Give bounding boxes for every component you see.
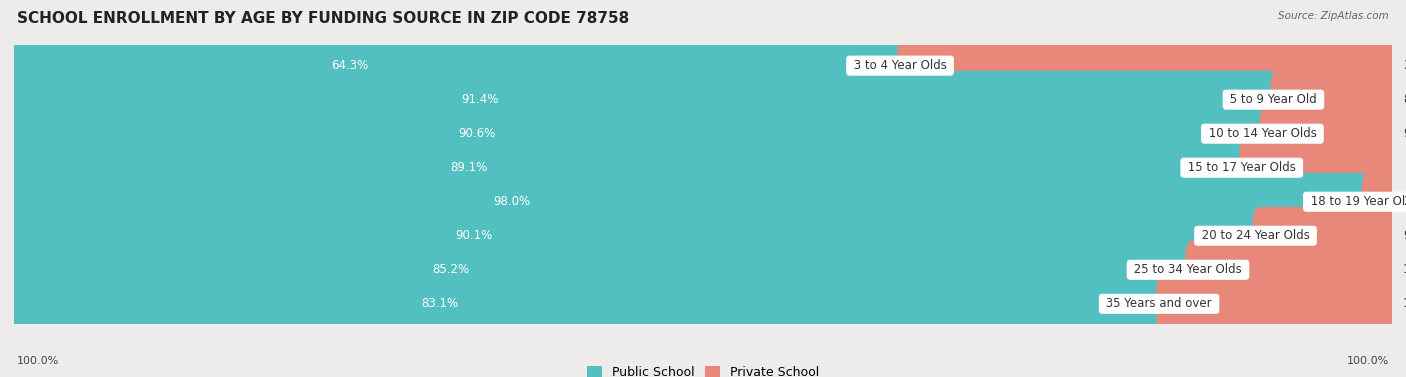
Text: 9.4%: 9.4%: [1403, 127, 1406, 140]
FancyBboxPatch shape: [1185, 241, 1395, 299]
Text: 89.1%: 89.1%: [451, 161, 488, 174]
FancyBboxPatch shape: [11, 71, 1277, 129]
Text: 2.0%: 2.0%: [1403, 195, 1406, 208]
Text: 25 to 34 Year Olds: 25 to 34 Year Olds: [1130, 263, 1246, 276]
Text: 35 Years and over: 35 Years and over: [1102, 297, 1216, 310]
Text: Source: ZipAtlas.com: Source: ZipAtlas.com: [1278, 11, 1389, 21]
Text: 35.7%: 35.7%: [1403, 59, 1406, 72]
Text: 18 to 19 Year Olds: 18 to 19 Year Olds: [1306, 195, 1406, 208]
Text: 100.0%: 100.0%: [1347, 356, 1389, 366]
Text: 83.1%: 83.1%: [422, 297, 458, 310]
Text: 91.4%: 91.4%: [461, 93, 499, 106]
Text: 15 to 17 Year Olds: 15 to 17 Year Olds: [1184, 161, 1299, 174]
FancyBboxPatch shape: [7, 126, 1399, 210]
FancyBboxPatch shape: [11, 37, 903, 95]
Text: 11.0%: 11.0%: [1405, 161, 1406, 174]
FancyBboxPatch shape: [11, 139, 1244, 197]
Text: 8.6%: 8.6%: [1403, 93, 1406, 106]
Text: 5 to 9 Year Old: 5 to 9 Year Old: [1226, 93, 1320, 106]
FancyBboxPatch shape: [897, 37, 1395, 95]
FancyBboxPatch shape: [7, 92, 1399, 176]
FancyBboxPatch shape: [1156, 275, 1395, 333]
FancyBboxPatch shape: [1253, 207, 1395, 265]
FancyBboxPatch shape: [1361, 173, 1395, 231]
FancyBboxPatch shape: [7, 58, 1399, 141]
FancyBboxPatch shape: [11, 275, 1161, 333]
FancyBboxPatch shape: [7, 228, 1399, 312]
FancyBboxPatch shape: [11, 105, 1265, 162]
Text: 3 to 4 Year Olds: 3 to 4 Year Olds: [849, 59, 950, 72]
FancyBboxPatch shape: [1239, 139, 1396, 197]
FancyBboxPatch shape: [7, 160, 1399, 244]
Text: 64.3%: 64.3%: [330, 59, 368, 72]
Text: 85.2%: 85.2%: [432, 263, 470, 276]
FancyBboxPatch shape: [7, 24, 1399, 107]
FancyBboxPatch shape: [11, 241, 1191, 299]
FancyBboxPatch shape: [1260, 105, 1395, 162]
Legend: Public School, Private School: Public School, Private School: [588, 366, 818, 377]
FancyBboxPatch shape: [11, 173, 1367, 231]
FancyBboxPatch shape: [11, 207, 1258, 265]
Text: 20 to 24 Year Olds: 20 to 24 Year Olds: [1198, 229, 1313, 242]
Text: 10 to 14 Year Olds: 10 to 14 Year Olds: [1205, 127, 1320, 140]
FancyBboxPatch shape: [7, 194, 1399, 277]
Text: 9.9%: 9.9%: [1403, 229, 1406, 242]
Text: 16.9%: 16.9%: [1403, 297, 1406, 310]
Text: 14.8%: 14.8%: [1403, 263, 1406, 276]
FancyBboxPatch shape: [1271, 71, 1395, 129]
Text: 98.0%: 98.0%: [494, 195, 530, 208]
Text: SCHOOL ENROLLMENT BY AGE BY FUNDING SOURCE IN ZIP CODE 78758: SCHOOL ENROLLMENT BY AGE BY FUNDING SOUR…: [17, 11, 628, 26]
Text: 90.6%: 90.6%: [458, 127, 495, 140]
FancyBboxPatch shape: [7, 262, 1399, 346]
Text: 100.0%: 100.0%: [17, 356, 59, 366]
Text: 90.1%: 90.1%: [456, 229, 492, 242]
